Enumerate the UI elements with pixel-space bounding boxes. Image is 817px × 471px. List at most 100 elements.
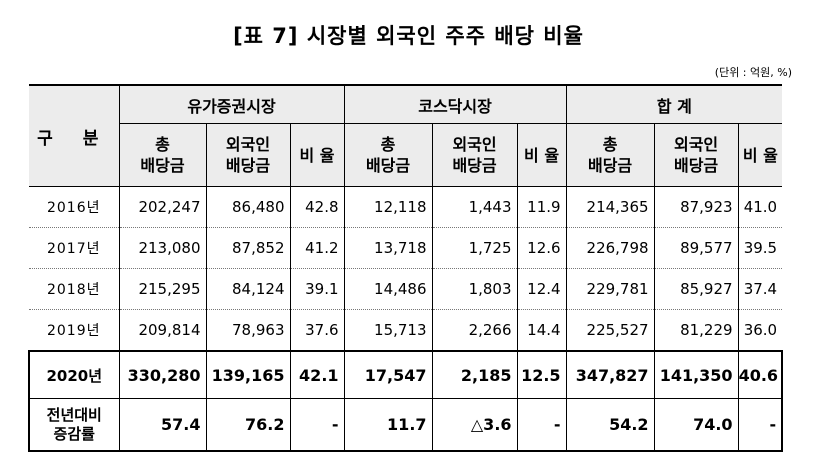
header-group-kospi: 유가증권시장 <box>118 84 345 124</box>
subheader-text: 배당금 <box>225 156 271 175</box>
table-cell: 213,080 <box>118 227 206 269</box>
table-cell: 54.2 <box>565 398 655 452</box>
table-cell: 2,185 <box>431 350 518 399</box>
row-label-text: 2019년 <box>46 323 101 339</box>
header-gubun: 구 분 <box>29 84 119 187</box>
subheader-text: 외국인 <box>452 135 497 154</box>
table-cell: 139,165 <box>205 350 290 399</box>
table-cell: 2,266 <box>431 309 518 352</box>
table-cell: 39.1 <box>289 268 345 310</box>
table-cell: 41.2 <box>289 227 345 269</box>
table-cell: 214,365 <box>565 186 655 228</box>
subheader-text: 총 <box>380 135 396 154</box>
table-row: 2016년 202,247 86,480 42.8 12,118 1,443 11.9 214… <box>29 186 783 228</box>
table-row: 2020년 330,280 139,165 42.1 17,547 2,185 12.5 34… <box>28 350 784 399</box>
subheader-text: 외국인 <box>225 135 271 154</box>
table-cell: 347,827 <box>565 350 655 399</box>
row-label: 2018년 <box>29 268 119 310</box>
table-cell: 37.6 <box>289 309 345 352</box>
table-cell: 1,443 <box>431 186 518 228</box>
table-cell: - <box>737 398 784 452</box>
table-cell: 14.4 <box>516 309 567 352</box>
table-cell: 1,803 <box>431 268 518 310</box>
table-cell: 215,295 <box>118 268 206 310</box>
table-row: 2019년 209,814 78,963 37.6 15,713 2,266 14.4 225… <box>29 309 783 352</box>
subheader-text: 배당금 <box>452 156 497 175</box>
subheader-text: 외국인 <box>673 135 719 154</box>
row-label: 2016년 <box>29 186 119 228</box>
table-cell: 37.4 <box>737 268 783 310</box>
table-cell: 57.4 <box>118 398 206 452</box>
table-cell: 76.2 <box>205 398 290 452</box>
subheader-text: 배당금 <box>673 156 719 175</box>
table-cell: 12,118 <box>343 186 433 228</box>
row-label-text: 2016년 <box>46 200 101 216</box>
row-label: 2020년 <box>28 350 119 399</box>
row-label-text: 증감률 <box>53 424 95 443</box>
table-cell: 41.0 <box>737 186 783 228</box>
table-cell: 84,124 <box>205 268 290 310</box>
subheader-text: 배당금 <box>365 156 411 175</box>
row-label: 2017년 <box>29 227 119 269</box>
table-cell: 12.6 <box>516 227 567 269</box>
table-cell: 86,480 <box>205 186 290 228</box>
row-label-text: 2018년 <box>46 282 101 298</box>
table-row: 2017년 213,080 87,852 41.2 13,718 1,725 12.6 226… <box>29 227 783 269</box>
header-group-total: 합 계 <box>565 84 783 124</box>
table-cell: 42.8 <box>289 186 345 228</box>
table-cell: 141,350 <box>653 350 739 399</box>
table-title: [표 7] 시장별 외국인 주주 배당 비율 <box>233 24 584 48</box>
row-label: 전년대비 증감률 <box>28 398 119 452</box>
table-cell: 12.5 <box>516 350 567 399</box>
subheader-total-ratio: 비 율 <box>737 123 783 187</box>
table-cell: 11.9 <box>516 186 567 228</box>
row-label-text: 2017년 <box>46 241 101 257</box>
table-cell: 11.7 <box>343 398 433 452</box>
table-cell: 87,923 <box>653 186 739 228</box>
subheader-kospi-total-dividend: 총 배당금 <box>118 123 206 187</box>
table-cell: 87,852 <box>205 227 290 269</box>
table-cell: 17,547 <box>343 350 433 399</box>
table-cell: 74.0 <box>653 398 739 452</box>
subheader-text: 비 율 <box>742 145 778 165</box>
table-cell: 330,280 <box>118 350 206 399</box>
table-cell: 1,725 <box>431 227 518 269</box>
dividend-table: 구 분 유가증권시장 코스닥시장 합 계 총 배당금 외국인 배당금 비 율 총 배당금 외국… <box>28 84 784 452</box>
table-cell: 15,713 <box>343 309 433 352</box>
table-cell: 14,486 <box>343 268 433 310</box>
subheader-kospi-ratio: 비 율 <box>289 123 345 187</box>
header-group-kosdaq: 코스닥시장 <box>343 84 567 124</box>
table-cell: 36.0 <box>737 309 783 352</box>
row-label-text: 전년대비 <box>46 405 102 424</box>
table-cell: 226,798 <box>565 227 655 269</box>
table-cell: 42.1 <box>289 350 345 399</box>
subheader-kosdaq-ratio: 비 율 <box>516 123 567 187</box>
table-cell: 209,814 <box>118 309 206 352</box>
table-cell: 229,781 <box>565 268 655 310</box>
table-cell: △3.6 <box>431 398 518 452</box>
table-cell: 202,247 <box>118 186 206 228</box>
table-cell: 89,577 <box>653 227 739 269</box>
table-cell: 12.4 <box>516 268 567 310</box>
table-cell: - <box>289 398 345 452</box>
table-row: 2018년 215,295 84,124 39.1 14,486 1,803 12.4 229… <box>29 268 783 310</box>
subheader-text: 배당금 <box>587 156 633 175</box>
table-cell: 225,527 <box>565 309 655 352</box>
row-label: 2019년 <box>29 309 119 352</box>
table-cell: 39.5 <box>737 227 783 269</box>
table-cell: 78,963 <box>205 309 290 352</box>
table-cell: 85,927 <box>653 268 739 310</box>
table-cell: 81,229 <box>653 309 739 352</box>
row-label-text: 2020년 <box>46 366 103 385</box>
subheader-text: 총 <box>602 135 618 154</box>
table-cell: 13,718 <box>343 227 433 269</box>
table-cell: 40.6 <box>737 350 784 399</box>
subheader-text: 비 율 <box>299 145 335 165</box>
table-cell: - <box>516 398 567 452</box>
subheader-text: 총 <box>155 135 170 154</box>
